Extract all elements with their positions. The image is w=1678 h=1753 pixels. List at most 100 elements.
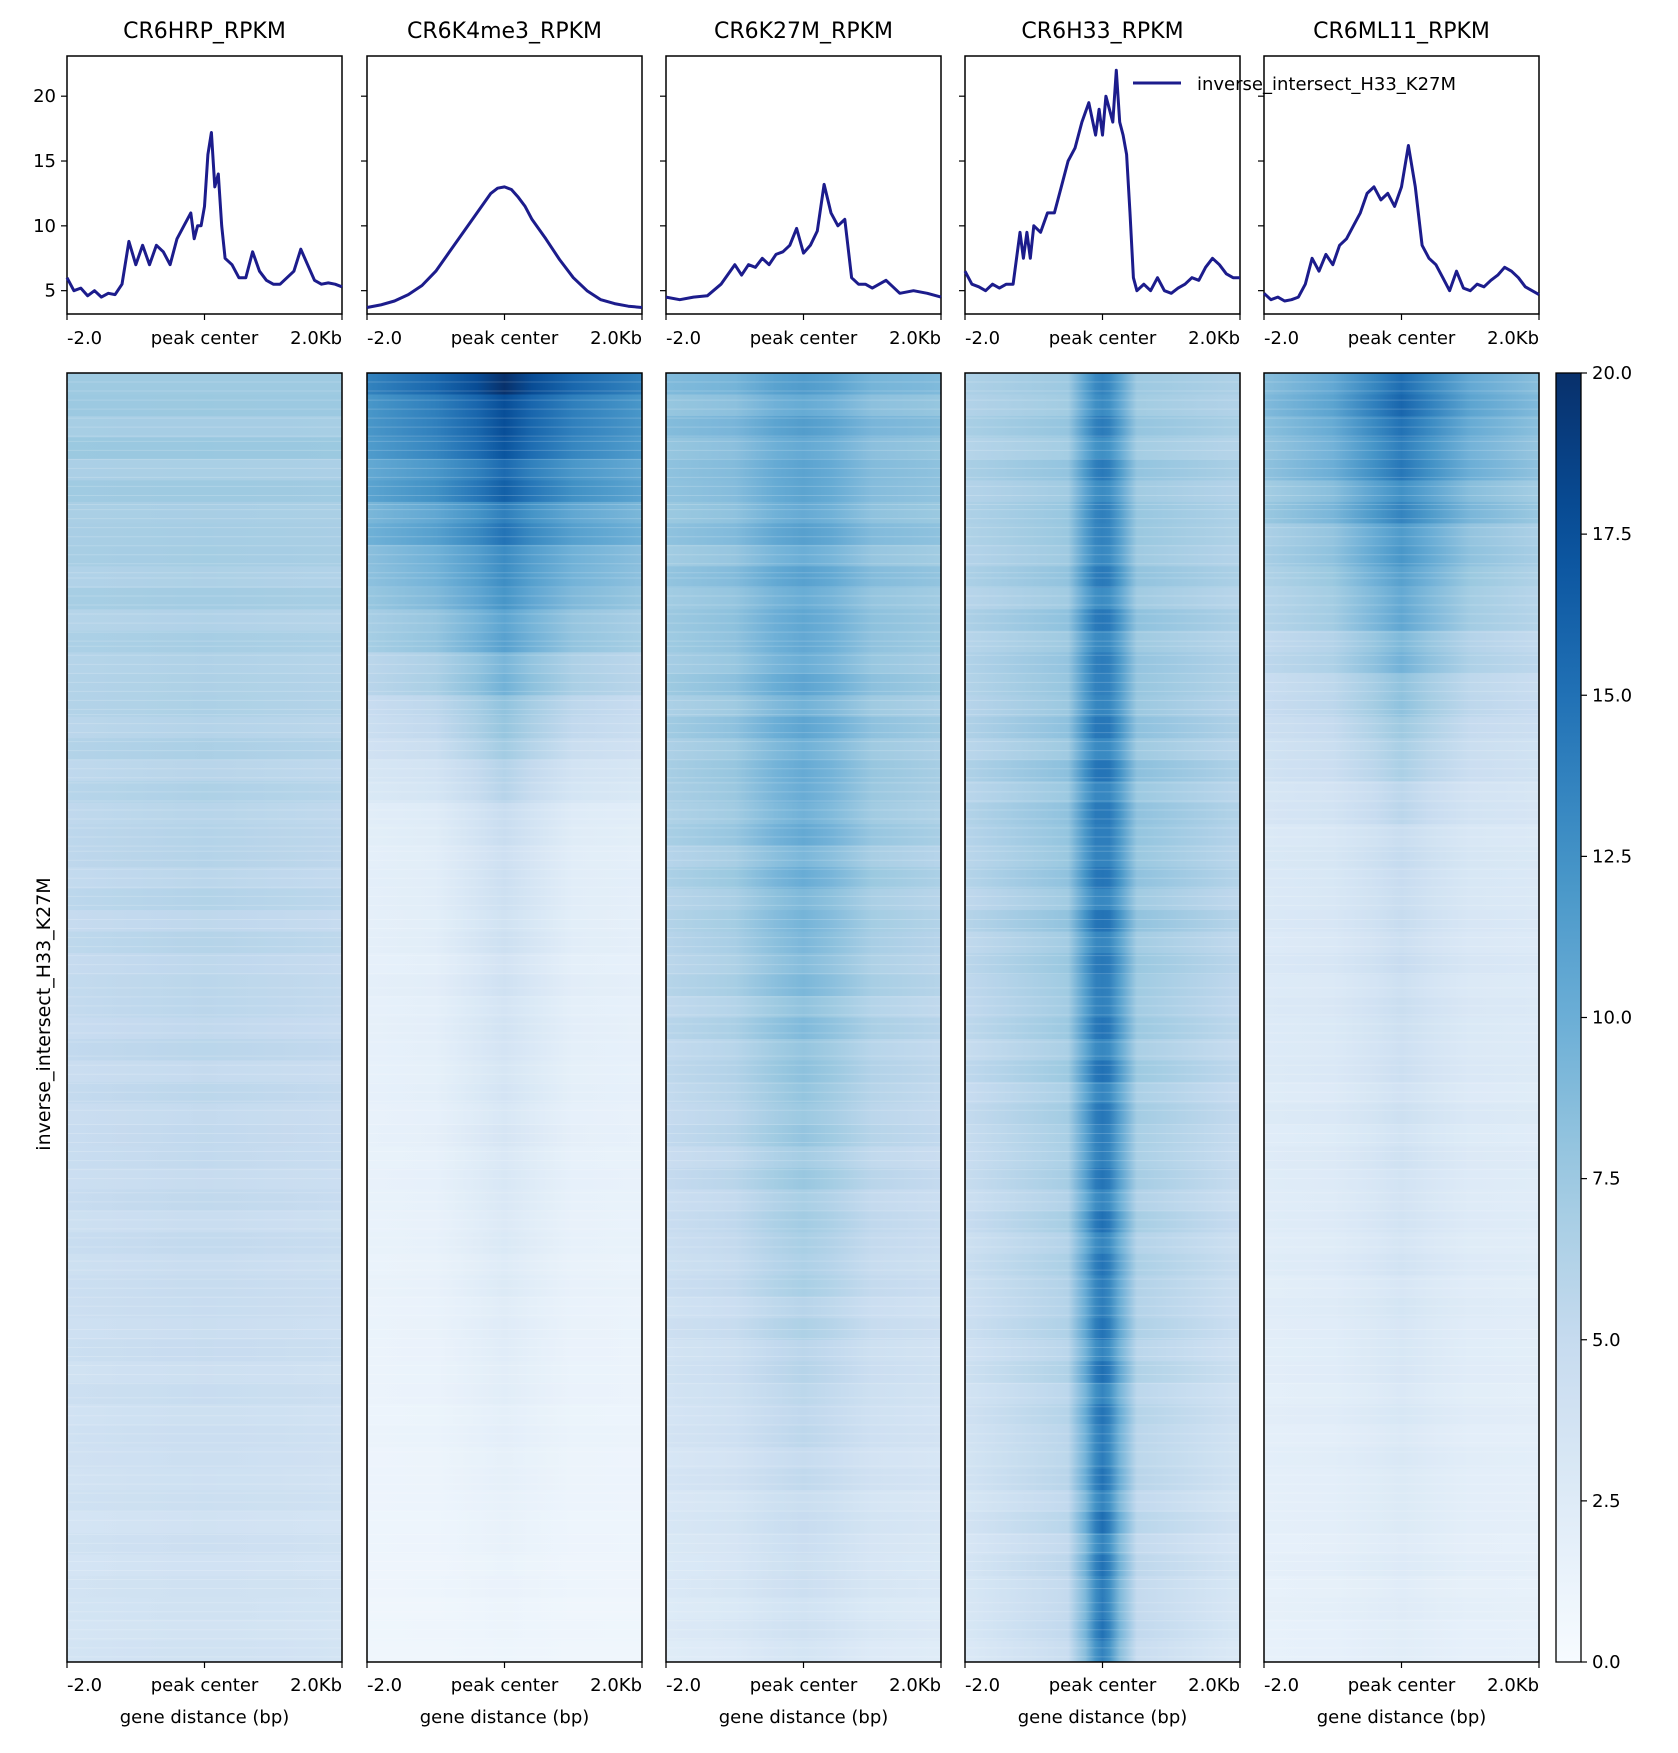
heatmap-row	[367, 1017, 642, 1040]
heatmap-figure: CR6HRP_RPKM 5 10 15 20 -2.0 peak center 2.0Kb -2…	[33, 19, 1632, 1728]
heatmap-row	[1264, 1382, 1539, 1405]
heatmap-row	[965, 931, 1240, 954]
heatmap-row	[67, 716, 342, 740]
heatmap-row	[666, 695, 941, 718]
profile-line	[366, 185, 643, 309]
heatmap-row	[965, 501, 1240, 525]
legend-label: inverse_intersect_H33_K27M	[1197, 74, 1456, 95]
heatmap-row	[666, 1597, 941, 1620]
x-tick-label: -2.0	[1264, 1675, 1299, 1696]
heatmap-row	[1264, 415, 1539, 439]
colorbar-tick-label: 15.0	[1592, 685, 1632, 706]
heatmap-row	[666, 867, 941, 890]
heatmap-row	[367, 630, 642, 654]
heatmap-row	[367, 1167, 642, 1191]
heatmap-row	[965, 1404, 1240, 1427]
y-tick-label: 10	[33, 216, 56, 237]
heatmap-row	[965, 673, 1240, 697]
heatmap-row	[1264, 1124, 1539, 1148]
heatmap-row	[367, 1576, 642, 1599]
heatmap-row	[67, 1318, 342, 1341]
heatmap-row	[67, 1619, 342, 1642]
x-tick-label: -2.0	[666, 1675, 701, 1696]
heatmap-row	[1264, 1253, 1539, 1277]
heatmap-row	[67, 1533, 342, 1556]
heatmap-row	[67, 566, 342, 589]
sample-panel: CR6K4me3_RPKM -2.0 peak center 2.0Kb -2.0 pea…	[361, 19, 643, 1728]
heatmap-row	[367, 1253, 642, 1277]
heatmap-row	[67, 480, 342, 503]
heatmap-row	[1264, 1232, 1539, 1255]
heatmap-row	[666, 910, 941, 933]
heatmap-row	[965, 1468, 1240, 1491]
heatmap-row	[367, 1468, 642, 1491]
legend: inverse_intersect_H33_K27M	[1133, 74, 1456, 95]
panel-title: CR6ML11_RPKM	[1313, 19, 1490, 44]
heatmap-row	[666, 437, 941, 460]
heatmap-row	[965, 1275, 1240, 1298]
x-tick-label: 2.0Kb	[590, 328, 642, 349]
heatmap-row	[67, 544, 342, 568]
x-tick-label: peak center	[1049, 328, 1157, 349]
heatmap-row	[666, 1468, 941, 1491]
heatmap-row	[67, 1640, 342, 1662]
heatmap-row	[666, 544, 941, 568]
heatmap-row	[666, 1576, 941, 1599]
heatmap-row	[367, 1038, 642, 1062]
x-axis-label: gene distance (bp)	[420, 1707, 590, 1728]
heatmap-row	[965, 716, 1240, 740]
heatmap-row	[666, 1339, 941, 1363]
heatmap-row	[1264, 824, 1539, 847]
heatmap-row	[1264, 931, 1539, 954]
x-axis-label: gene distance (bp)	[1317, 1707, 1487, 1728]
x-tick-label: 2.0Kb	[290, 1675, 342, 1696]
heatmap-row	[666, 609, 941, 632]
heatmap-row	[1264, 1038, 1539, 1062]
heatmap-row	[67, 1382, 342, 1405]
heatmap-row	[965, 781, 1240, 804]
heatmap-row	[666, 1361, 941, 1384]
heatmap-row	[666, 1533, 941, 1556]
heatmap-row	[1264, 566, 1539, 589]
heatmap-row	[666, 802, 941, 825]
profile-axes	[665, 55, 942, 315]
panel-title: CR6K27M_RPKM	[714, 19, 893, 44]
heatmap-row	[367, 888, 642, 911]
heatmap-row	[67, 415, 342, 439]
x-tick-label: peak center	[151, 1675, 259, 1696]
heatmap-row	[367, 1425, 642, 1448]
x-tick-label: peak center	[1348, 328, 1456, 349]
colorbar-tick-label: 12.5	[1592, 846, 1632, 867]
heatmap-row	[666, 394, 941, 417]
heatmap-row	[67, 867, 342, 890]
heatmap-row	[367, 802, 642, 825]
heatmap-row	[1264, 480, 1539, 503]
heatmap-row	[1264, 630, 1539, 654]
heatmap-row	[367, 1554, 642, 1577]
heatmap-row	[67, 1232, 342, 1255]
heatmap-row	[1264, 1146, 1539, 1169]
heatmap-row	[367, 910, 642, 933]
x-axis-label: gene distance (bp)	[120, 1707, 290, 1728]
heatmap-row	[367, 609, 642, 632]
sample-panel: CR6ML11_RPKM -2.0 peak center 2.0Kb -2.0 peak…	[1258, 19, 1540, 1728]
x-tick-label: peak center	[750, 1675, 858, 1696]
x-tick-label: 2.0Kb	[1188, 328, 1240, 349]
heatmap-row	[367, 394, 642, 417]
heatmap-row	[965, 1511, 1240, 1534]
heatmap-row	[367, 1533, 642, 1556]
heatmap-row	[67, 910, 342, 933]
heatmap-row	[67, 1038, 342, 1062]
panel-title: CR6H33_RPKM	[1021, 19, 1183, 44]
heatmap-row	[367, 1318, 642, 1341]
row-group-label: inverse_intersect_H33_K27M	[33, 877, 55, 1150]
x-tick-label: peak center	[451, 328, 559, 349]
heatmap-row	[666, 1318, 941, 1341]
heatmap-row	[67, 974, 342, 997]
heatmap-row	[666, 1060, 941, 1083]
x-tick-label: -2.0	[67, 1675, 102, 1696]
x-tick-label: -2.0	[666, 328, 701, 349]
heatmap-row	[367, 673, 642, 697]
heatmap-row	[1264, 738, 1539, 761]
heatmap-row	[67, 501, 342, 525]
